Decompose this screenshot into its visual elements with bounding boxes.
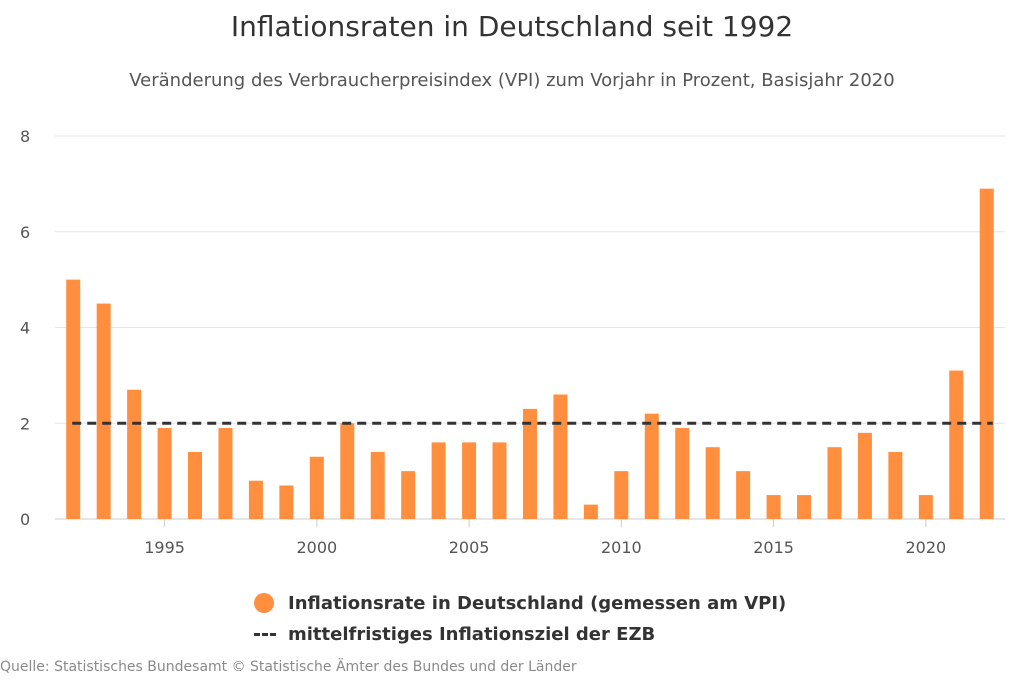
bar-1998 bbox=[248, 480, 263, 519]
bar-2010 bbox=[614, 471, 629, 519]
x-tick-label-1995: 1995 bbox=[144, 538, 185, 557]
y-tick-label-2: 2 bbox=[20, 414, 30, 433]
legend-dash-icon bbox=[254, 632, 276, 636]
bar-2002 bbox=[370, 451, 385, 519]
bar-2009 bbox=[583, 504, 598, 519]
source-note: Quelle: Statistisches Bundesamt © Statis… bbox=[0, 659, 577, 675]
bar-2021 bbox=[949, 370, 964, 519]
y-tick-label-6: 6 bbox=[20, 223, 30, 242]
bar-1993 bbox=[96, 303, 111, 519]
bar-2007 bbox=[522, 408, 537, 519]
bar-2016 bbox=[797, 495, 812, 519]
bar-2017 bbox=[827, 447, 842, 519]
y-tick-label-8: 8 bbox=[20, 127, 30, 146]
bar-2018 bbox=[857, 432, 872, 519]
bar-1996 bbox=[188, 451, 203, 519]
bar-2013 bbox=[705, 447, 720, 519]
bar-1997 bbox=[218, 428, 233, 519]
bar-2011 bbox=[644, 413, 659, 519]
chart-subtitle: Veränderung des Verbraucherpreisindex (V… bbox=[129, 70, 895, 91]
bar-2008 bbox=[553, 394, 568, 519]
legend: Inflationsrate in Deutschland (gemessen … bbox=[254, 588, 786, 649]
legend-label-inflation: Inflationsrate in Deutschland (gemessen … bbox=[288, 592, 787, 614]
bar-2022 bbox=[979, 188, 994, 519]
bar-2005 bbox=[462, 442, 477, 519]
bar-2015 bbox=[766, 495, 781, 519]
bar-2000 bbox=[309, 456, 324, 519]
x-tick-label-2000: 2000 bbox=[296, 538, 337, 557]
bar-2004 bbox=[431, 442, 446, 519]
bar-1995 bbox=[157, 428, 172, 519]
legend-label-ezb-target: mittelfristiges Inflationsziel der EZB bbox=[288, 623, 656, 645]
x-tick-label-2010: 2010 bbox=[601, 538, 642, 557]
bar-2001 bbox=[340, 423, 355, 519]
x-tick-label-2020: 2020 bbox=[905, 538, 946, 557]
bar-2006 bbox=[492, 442, 507, 519]
bar-2014 bbox=[736, 471, 751, 519]
bar-2020 bbox=[918, 495, 933, 519]
legend-dot-icon bbox=[254, 593, 274, 613]
bar-1992 bbox=[66, 279, 81, 519]
y-tick-label-0: 0 bbox=[20, 510, 30, 529]
x-tick-label-2015: 2015 bbox=[753, 538, 794, 557]
bar-2003 bbox=[401, 471, 416, 519]
bar-1994 bbox=[127, 389, 142, 519]
bar-2012 bbox=[675, 428, 690, 519]
x-tick-label-2005: 2005 bbox=[449, 538, 490, 557]
legend-item-inflation[interactable]: Inflationsrate in Deutschland (gemessen … bbox=[254, 588, 786, 618]
bar-2019 bbox=[888, 451, 903, 519]
legend-item-ezb-target[interactable]: mittelfristiges Inflationsziel der EZB bbox=[254, 619, 786, 649]
bar-1999 bbox=[279, 485, 294, 519]
y-tick-label-4: 4 bbox=[20, 319, 30, 338]
chart-title: Inflationsraten in Deutschland seit 1992 bbox=[230, 10, 794, 43]
